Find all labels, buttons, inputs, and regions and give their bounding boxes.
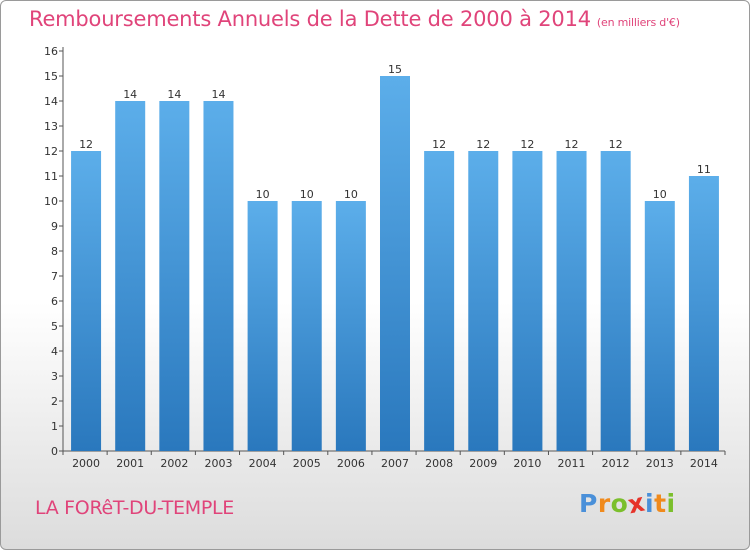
bar [512,151,543,451]
x-tick-label: 2007 [381,457,409,470]
bar [380,76,410,451]
bar [424,151,455,451]
y-tick-label: 15 [44,70,58,83]
bar [468,151,499,451]
bar [247,201,278,451]
logo-letter: r [597,489,611,518]
y-tick-label: 14 [44,95,58,108]
data-label: 10 [300,188,314,201]
x-tick-label: 2012 [602,457,630,470]
x-tick-label: 2011 [558,457,586,470]
x-tick-label: 2000 [72,457,100,470]
x-tick-label: 2004 [249,457,277,470]
data-label: 12 [565,138,579,151]
data-label: 10 [653,188,667,201]
bar [688,176,719,451]
x-tick-label: 2010 [513,457,541,470]
chart-subtitle: (en milliers d'€) [596,16,680,29]
bar [203,101,234,451]
y-tick-label: 7 [51,270,58,283]
x-tick-label: 2014 [690,457,718,470]
logo-letter: i [645,489,655,518]
logo-letter: P [579,489,598,518]
bar [159,101,190,451]
data-label: 15 [388,63,402,76]
y-tick-label: 8 [51,245,58,258]
bar [115,101,146,451]
bar [600,151,631,451]
y-tick-label: 13 [44,120,58,133]
x-tick-label: 2005 [293,457,321,470]
y-tick-label: 9 [51,220,58,233]
bar [291,201,322,451]
chart-title-text: Remboursements Annuels de la Dette de 20… [29,7,591,31]
data-label: 14 [123,88,137,101]
proxiti-logo: Proxiti [579,488,676,520]
data-label: 10 [256,188,270,201]
y-tick-label: 10 [44,195,58,208]
x-tick-label: 2002 [160,457,188,470]
x-tick-label: 2001 [116,457,144,470]
chart-title: Remboursements Annuels de la Dette de 20… [29,7,680,31]
y-tick-label: 3 [51,370,58,383]
y-tick-label: 16 [44,45,58,58]
logo-letter: t [654,489,667,518]
data-label: 12 [520,138,534,151]
bar [556,151,587,451]
x-tick-label: 2006 [337,457,365,470]
data-label: 14 [211,88,225,101]
bar [335,201,366,451]
x-tick-label: 2008 [425,457,453,470]
data-label: 10 [344,188,358,201]
data-label: 12 [432,138,446,151]
data-label: 12 [476,138,490,151]
y-tick-label: 4 [51,345,58,358]
bar [644,201,675,451]
logo-letter: i [666,489,676,518]
data-label: 12 [609,138,623,151]
y-tick-label: 2 [51,395,58,408]
x-tick-label: 2013 [646,457,674,470]
y-tick-label: 6 [51,295,58,308]
y-tick-label: 0 [51,445,58,458]
y-tick-label: 5 [51,320,58,333]
data-label: 14 [167,88,181,101]
commune-name: LA FORêT-DU-TEMPLE [35,497,234,519]
y-tick-label: 1 [51,420,58,433]
x-tick-label: 2009 [469,457,497,470]
data-label: 11 [697,163,711,176]
y-tick-label: 11 [44,170,58,183]
logo-letter: o [610,489,629,518]
bar [71,151,102,451]
x-tick-label: 2003 [204,457,232,470]
y-tick-label: 12 [44,145,58,158]
data-label: 12 [79,138,93,151]
